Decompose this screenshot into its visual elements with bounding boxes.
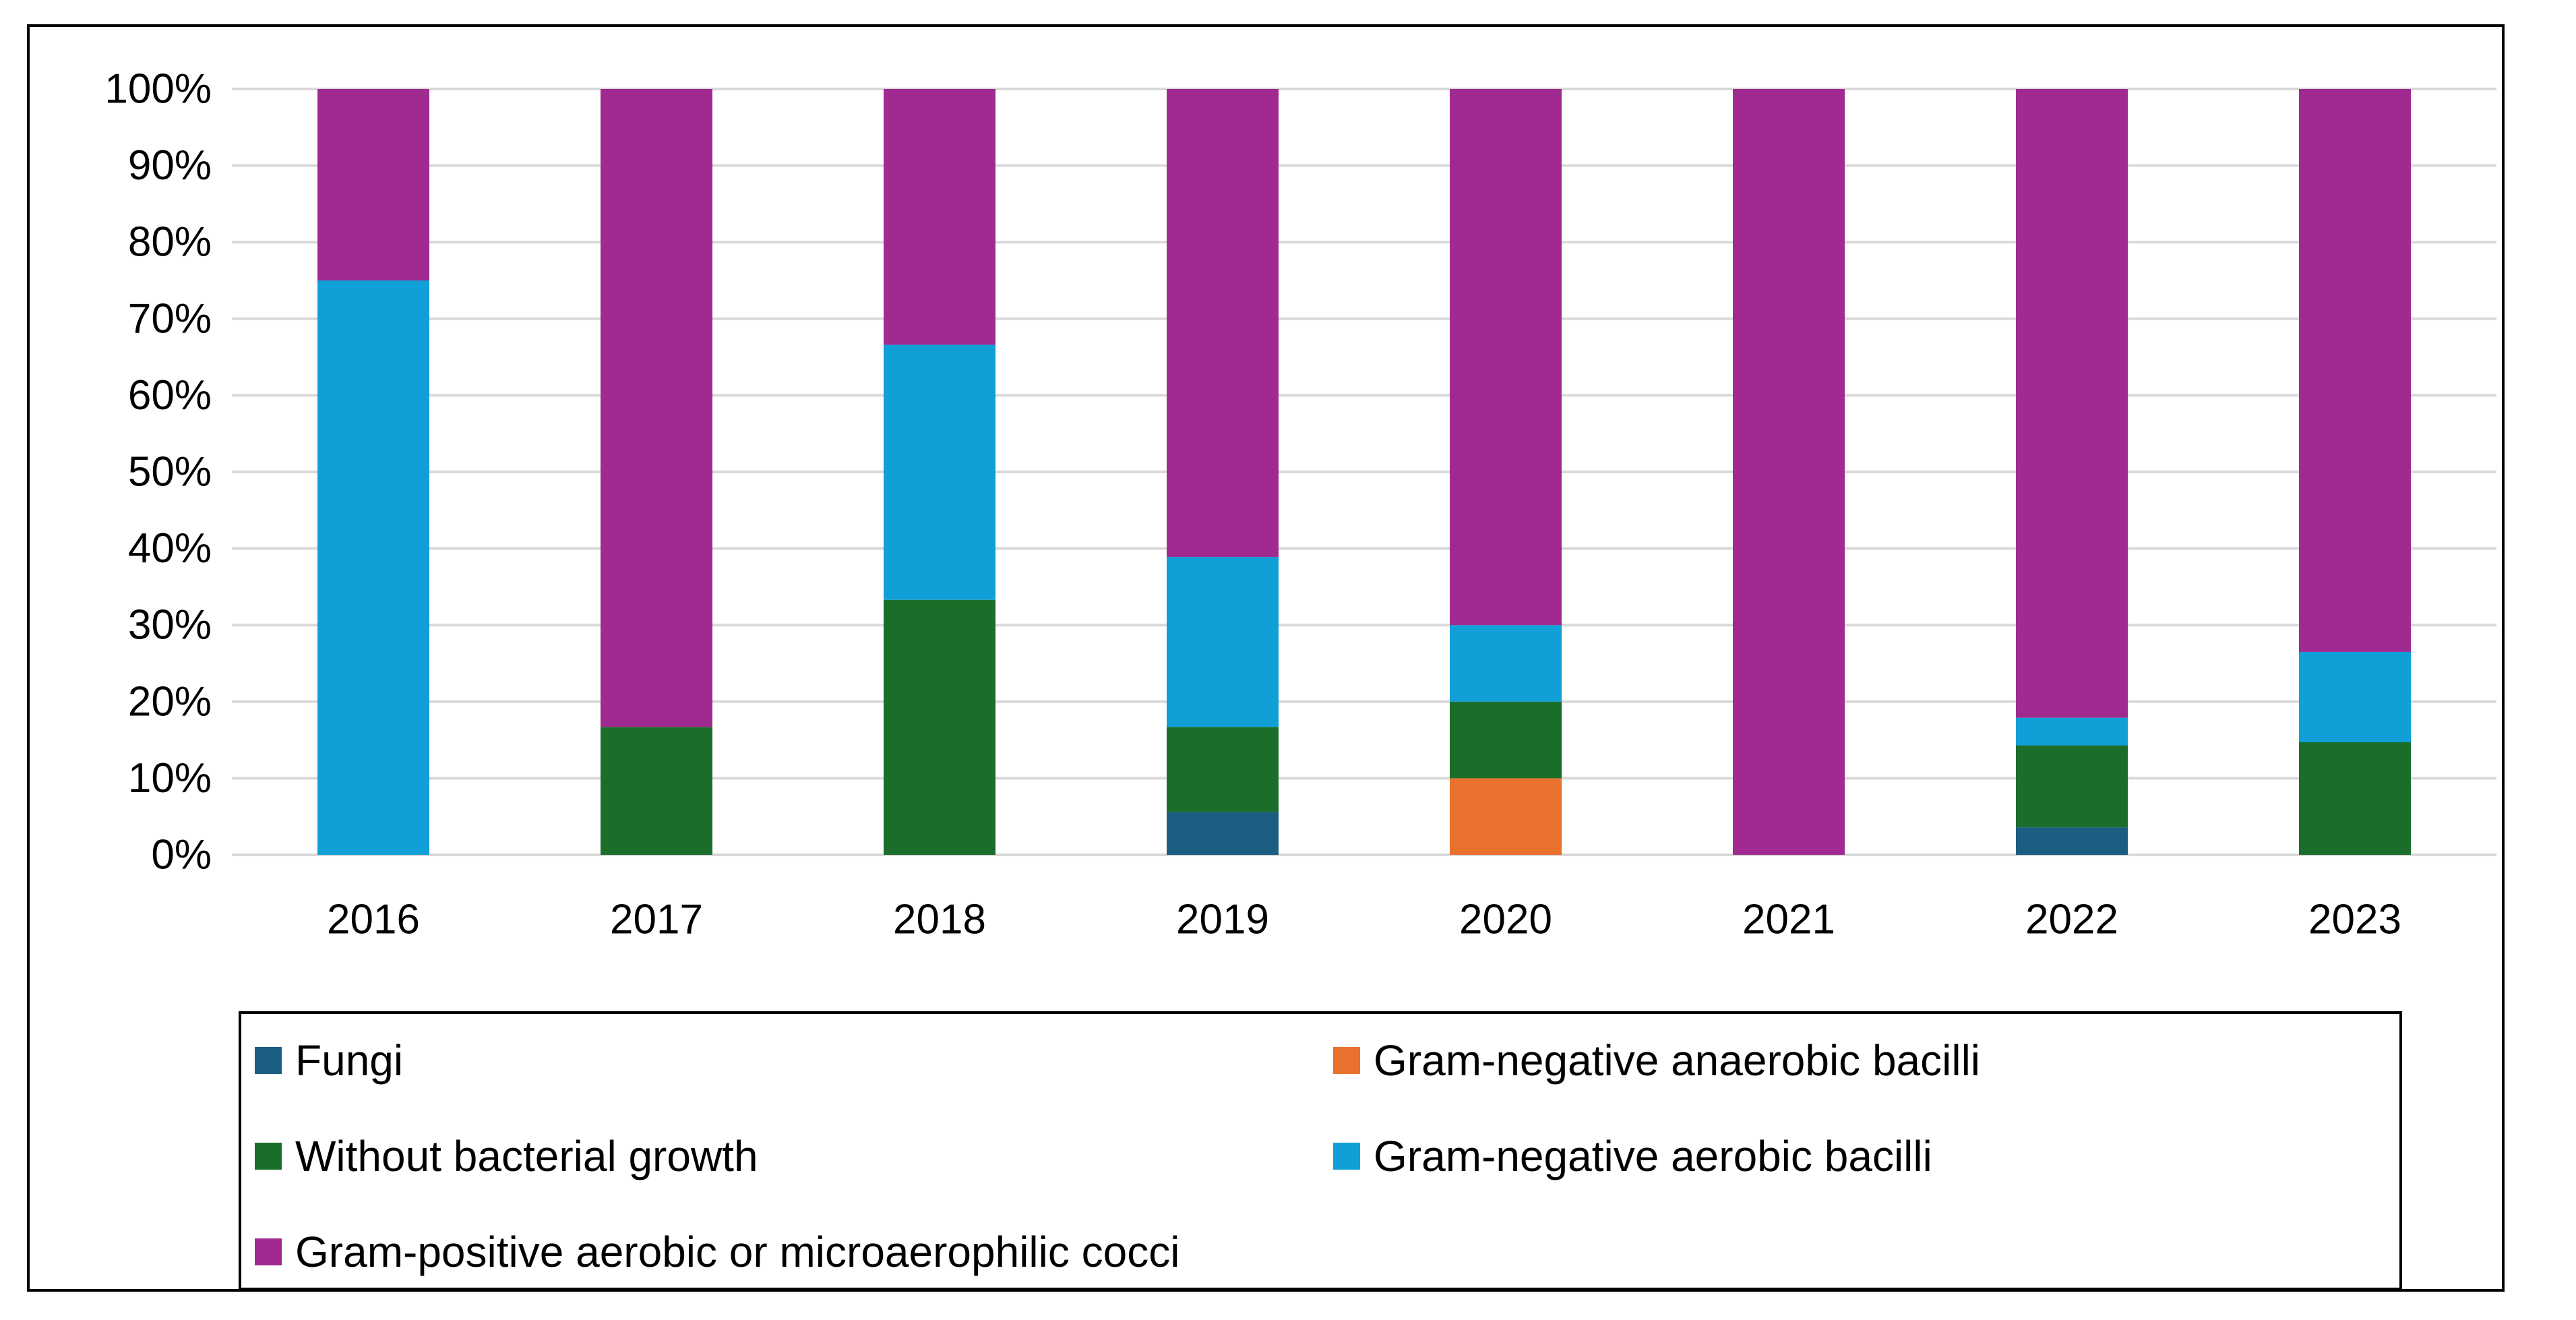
legend-swatch bbox=[255, 1047, 282, 1074]
x-tick-label-2022: 2022 bbox=[2025, 897, 2118, 943]
bar-segment-2022-series-4 bbox=[2016, 89, 2128, 718]
legend-swatch bbox=[1333, 1047, 1360, 1074]
bar-segment-2017-series-2 bbox=[601, 727, 712, 855]
bar-segment-2020-series-2 bbox=[1450, 701, 1562, 779]
legend-item: Gram-negative aerobic bacilli bbox=[1333, 1119, 1932, 1193]
legend-swatch bbox=[1333, 1143, 1360, 1170]
x-axis-ticks: 2016 2017 2018 2019 2020 2021 2022 2023 bbox=[327, 897, 2401, 943]
legend-label: Gram-negative anaerobic bacilli bbox=[1374, 1036, 1980, 1085]
bar-segment-2019-series-2 bbox=[1167, 727, 1279, 812]
y-tick-label: 70% bbox=[128, 295, 212, 342]
x-tick-label-2019: 2019 bbox=[1176, 897, 1269, 943]
bar-segment-2020-series-4 bbox=[1450, 89, 1562, 626]
y-tick-label: 20% bbox=[128, 678, 212, 725]
y-tick-label: 90% bbox=[128, 142, 212, 189]
bar-segment-2019-series-4 bbox=[1167, 89, 1279, 558]
x-tick-label-2018: 2018 bbox=[893, 897, 986, 943]
y-tick-label: 10% bbox=[128, 755, 212, 802]
bar-segment-2018-series-3 bbox=[884, 344, 995, 600]
x-tick-label-2023: 2023 bbox=[2308, 897, 2401, 943]
legend-swatch bbox=[255, 1238, 282, 1265]
legend-item: Gram-negative anaerobic bacilli bbox=[1333, 1023, 1980, 1098]
legend-item: Without bacterial growth bbox=[255, 1119, 758, 1193]
legend-swatch bbox=[255, 1143, 282, 1170]
bar-segment-2023-series-4 bbox=[2299, 89, 2411, 652]
chart-frame: 0% 10% 20% 30% 40% 50% 60% 70% 80% 90% 100% 2016 20… bbox=[27, 24, 2505, 1292]
y-axis-ticks: 0% 10% 20% 30% 40% 50% 60% 70% 80% 90% 100% bbox=[104, 66, 212, 878]
bar-segment-2020-series-1 bbox=[1450, 778, 1562, 855]
bar-segment-2019-series-3 bbox=[1167, 557, 1279, 727]
legend-item: Gram-positive aerobic or microaerophilic… bbox=[255, 1215, 1179, 1289]
x-tick-label-2016: 2016 bbox=[327, 897, 420, 943]
bar-segment-2023-series-3 bbox=[2299, 651, 2411, 743]
legend-label: Gram-positive aerobic or microaerophilic… bbox=[295, 1228, 1180, 1276]
bar-segment-2017-series-4 bbox=[601, 89, 712, 727]
legend-label: Without bacterial growth bbox=[295, 1132, 758, 1180]
legend-label: Fungi bbox=[295, 1036, 404, 1085]
y-tick-label: 100% bbox=[104, 66, 212, 113]
y-tick-label: 60% bbox=[128, 372, 212, 419]
chart-plot: 0%10%20%30%40%50%60%70%80%90%100% 2016 20… bbox=[104, 66, 2496, 943]
y-tick-label: 80% bbox=[128, 219, 212, 266]
bar-segment-2023-series-2 bbox=[2299, 742, 2411, 855]
x-tick-label-2021: 2021 bbox=[1742, 897, 1835, 943]
x-tick-label-2017: 2017 bbox=[610, 897, 703, 943]
bar-segment-2022-series-0 bbox=[2016, 827, 2128, 855]
y-tick-label: 30% bbox=[128, 602, 212, 649]
y-tick-label: 50% bbox=[128, 449, 212, 496]
bars bbox=[317, 89, 2411, 855]
bar-segment-2022-series-3 bbox=[2016, 717, 2128, 746]
legend: Fungi Gram-negative anaerobic bacilli With… bbox=[239, 1011, 2402, 1290]
bar-segment-2020-series-3 bbox=[1450, 625, 1562, 702]
bar-segment-2016-series-4 bbox=[317, 89, 429, 280]
y-tick-label: 40% bbox=[128, 525, 212, 572]
bar-segment-2022-series-2 bbox=[2016, 745, 2128, 828]
bar-segment-2016-series-3 bbox=[317, 280, 429, 855]
bar-segment-2021-series-4 bbox=[1733, 89, 1845, 855]
x-tick-label-2020: 2020 bbox=[1459, 897, 1552, 943]
bar-segment-2019-series-0 bbox=[1167, 812, 1279, 855]
legend-label: Gram-negative aerobic bacilli bbox=[1374, 1132, 1932, 1180]
legend-item: Fungi bbox=[255, 1023, 403, 1098]
gridlines bbox=[232, 88, 2496, 856]
bar-segment-2018-series-2 bbox=[884, 599, 995, 855]
y-tick-label: 0% bbox=[151, 832, 212, 878]
bar-segment-2018-series-4 bbox=[884, 89, 995, 345]
